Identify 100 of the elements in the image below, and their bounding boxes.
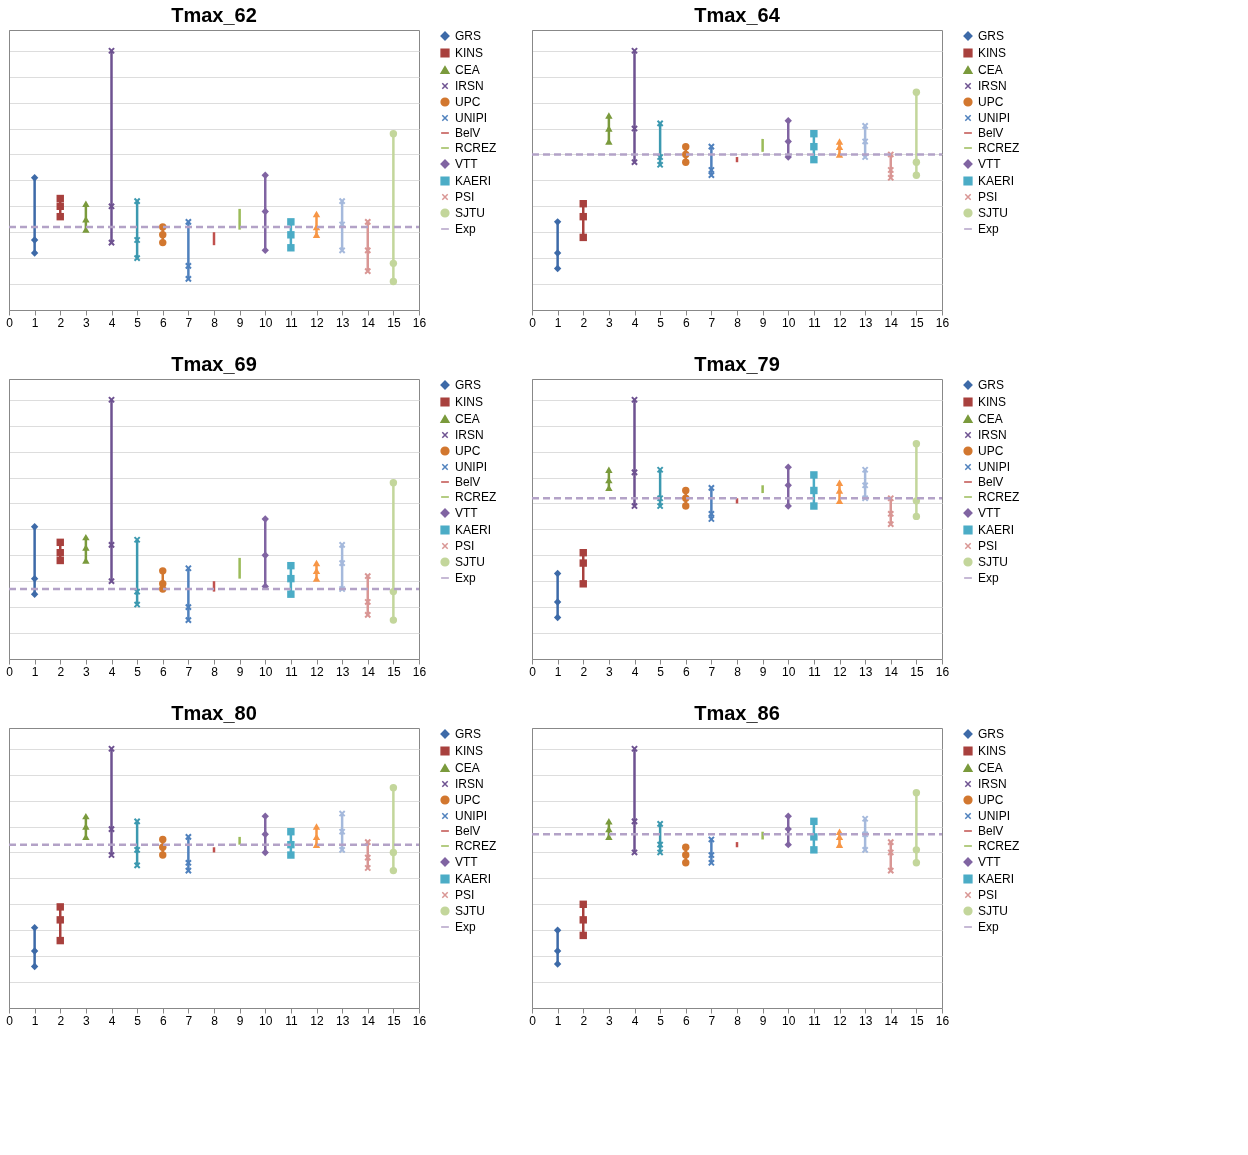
chart-title: Tmax_80	[171, 702, 257, 724]
x-tick-label: 5	[657, 315, 665, 330]
legend-label: KINS	[978, 46, 1007, 60]
x-tick-label: 12	[833, 664, 847, 679]
x-tick-label: 4	[631, 315, 639, 330]
legend-label: UNIPI	[455, 460, 488, 474]
legend-label: UNIPI	[978, 809, 1011, 823]
x-tick-label: 10	[259, 315, 273, 330]
legend-label: PSI	[455, 190, 475, 204]
x-tick-label: 12	[310, 664, 324, 679]
legend-label: SJTU	[455, 555, 485, 569]
legend-label: BelV	[978, 475, 1004, 489]
x-tick-label: 12	[833, 1013, 847, 1028]
legend-label: SJTU	[978, 904, 1008, 918]
legend-label: VTT	[978, 855, 1002, 869]
x-tick-label: 1	[31, 1013, 39, 1028]
legend-label: KAERI	[978, 174, 1015, 188]
legend-label: Exp	[978, 571, 999, 585]
legend-label: IRSN	[455, 428, 484, 442]
x-tick-label: 13	[335, 1013, 350, 1028]
legend-label: Exp	[978, 920, 999, 934]
chart-title: Tmax_86	[694, 702, 780, 724]
legend-label: PSI	[455, 539, 475, 553]
x-tick-label: 14	[884, 315, 899, 330]
x-tick-label: 0	[6, 1013, 14, 1028]
x-tick-label: 4	[108, 1013, 116, 1028]
x-tick-label: 13	[858, 664, 873, 679]
x-tick-label: 12	[310, 1013, 324, 1028]
x-tick-label: 0	[6, 315, 14, 330]
x-tick-label: 8	[211, 315, 219, 330]
x-tick-label: 15	[387, 664, 401, 679]
x-tick-label: 10	[782, 664, 796, 679]
legend-label: UPC	[978, 444, 1004, 458]
x-tick-label: 14	[361, 664, 376, 679]
legend-label: CEA	[455, 412, 480, 426]
x-tick-label: 7	[185, 1013, 193, 1028]
legend-label: RCREZ	[455, 141, 497, 155]
x-tick-label: 12	[310, 315, 324, 330]
legend-label: IRSN	[978, 777, 1007, 791]
x-tick-label: 10	[782, 315, 796, 330]
legend-label: BelV	[978, 126, 1004, 140]
x-tick-label: 11	[285, 315, 298, 330]
x-tick-label: 12	[833, 315, 847, 330]
x-tick-label: 16	[412, 315, 427, 330]
chart-title: Tmax_69	[171, 353, 257, 375]
x-tick-label: 15	[387, 315, 401, 330]
legend-label: RCREZ	[455, 490, 497, 504]
x-tick-label: 15	[387, 1013, 401, 1028]
legend-label: CEA	[978, 412, 1003, 426]
legend-label: CEA	[978, 63, 1003, 77]
legend-label: KAERI	[455, 523, 492, 537]
x-tick-label: 8	[211, 664, 219, 679]
legend-label: VTT	[455, 157, 479, 171]
x-tick-label: 9	[236, 1013, 244, 1028]
x-tick-label: 8	[211, 1013, 219, 1028]
legend-label: BelV	[455, 824, 481, 838]
x-tick-label: 6	[159, 315, 167, 330]
legend-label: IRSN	[978, 428, 1007, 442]
legend-label: Exp	[455, 571, 476, 585]
legend-label: UPC	[978, 95, 1004, 109]
legend-label: VTT	[978, 157, 1002, 171]
x-tick-label: 3	[606, 315, 614, 330]
x-tick-label: 3	[83, 1013, 91, 1028]
legend-label: KINS	[455, 46, 484, 60]
x-tick-label: 2	[580, 664, 588, 679]
x-tick-label: 3	[83, 664, 91, 679]
legend-label: RCREZ	[978, 839, 1020, 853]
x-tick-label: 13	[858, 1013, 873, 1028]
x-tick-label: 1	[554, 664, 562, 679]
x-tick-label: 14	[361, 315, 376, 330]
legend-label: UPC	[455, 793, 481, 807]
legend-label: SJTU	[455, 904, 485, 918]
x-tick-label: 7	[708, 315, 716, 330]
x-tick-label: 14	[884, 1013, 899, 1028]
x-tick-label: 4	[108, 315, 116, 330]
legend-label: GRS	[455, 727, 482, 741]
legend-label: KINS	[455, 395, 484, 409]
legend-label: KAERI	[455, 872, 492, 886]
x-tick-label: 0	[529, 1013, 537, 1028]
legend-label: SJTU	[978, 206, 1008, 220]
legend-label: RCREZ	[455, 839, 497, 853]
x-tick-label: 1	[554, 315, 562, 330]
x-tick-label: 9	[236, 664, 244, 679]
x-tick-label: 14	[884, 664, 899, 679]
x-tick-label: 10	[259, 664, 273, 679]
x-tick-label: 7	[708, 1013, 716, 1028]
legend-label: GRS	[455, 29, 482, 43]
legend-label: PSI	[978, 539, 998, 553]
x-tick-label: 7	[185, 664, 193, 679]
legend-label: RCREZ	[978, 141, 1020, 155]
x-tick-label: 1	[554, 1013, 562, 1028]
x-tick-label: 6	[159, 664, 167, 679]
x-tick-label: 16	[935, 1013, 950, 1028]
x-tick-label: 9	[759, 315, 767, 330]
x-tick-label: 11	[808, 664, 821, 679]
legend-label: CEA	[455, 63, 480, 77]
x-tick-label: 15	[910, 315, 924, 330]
x-tick-label: 5	[134, 1013, 142, 1028]
legend-label: VTT	[455, 855, 479, 869]
legend-label: UPC	[455, 95, 481, 109]
